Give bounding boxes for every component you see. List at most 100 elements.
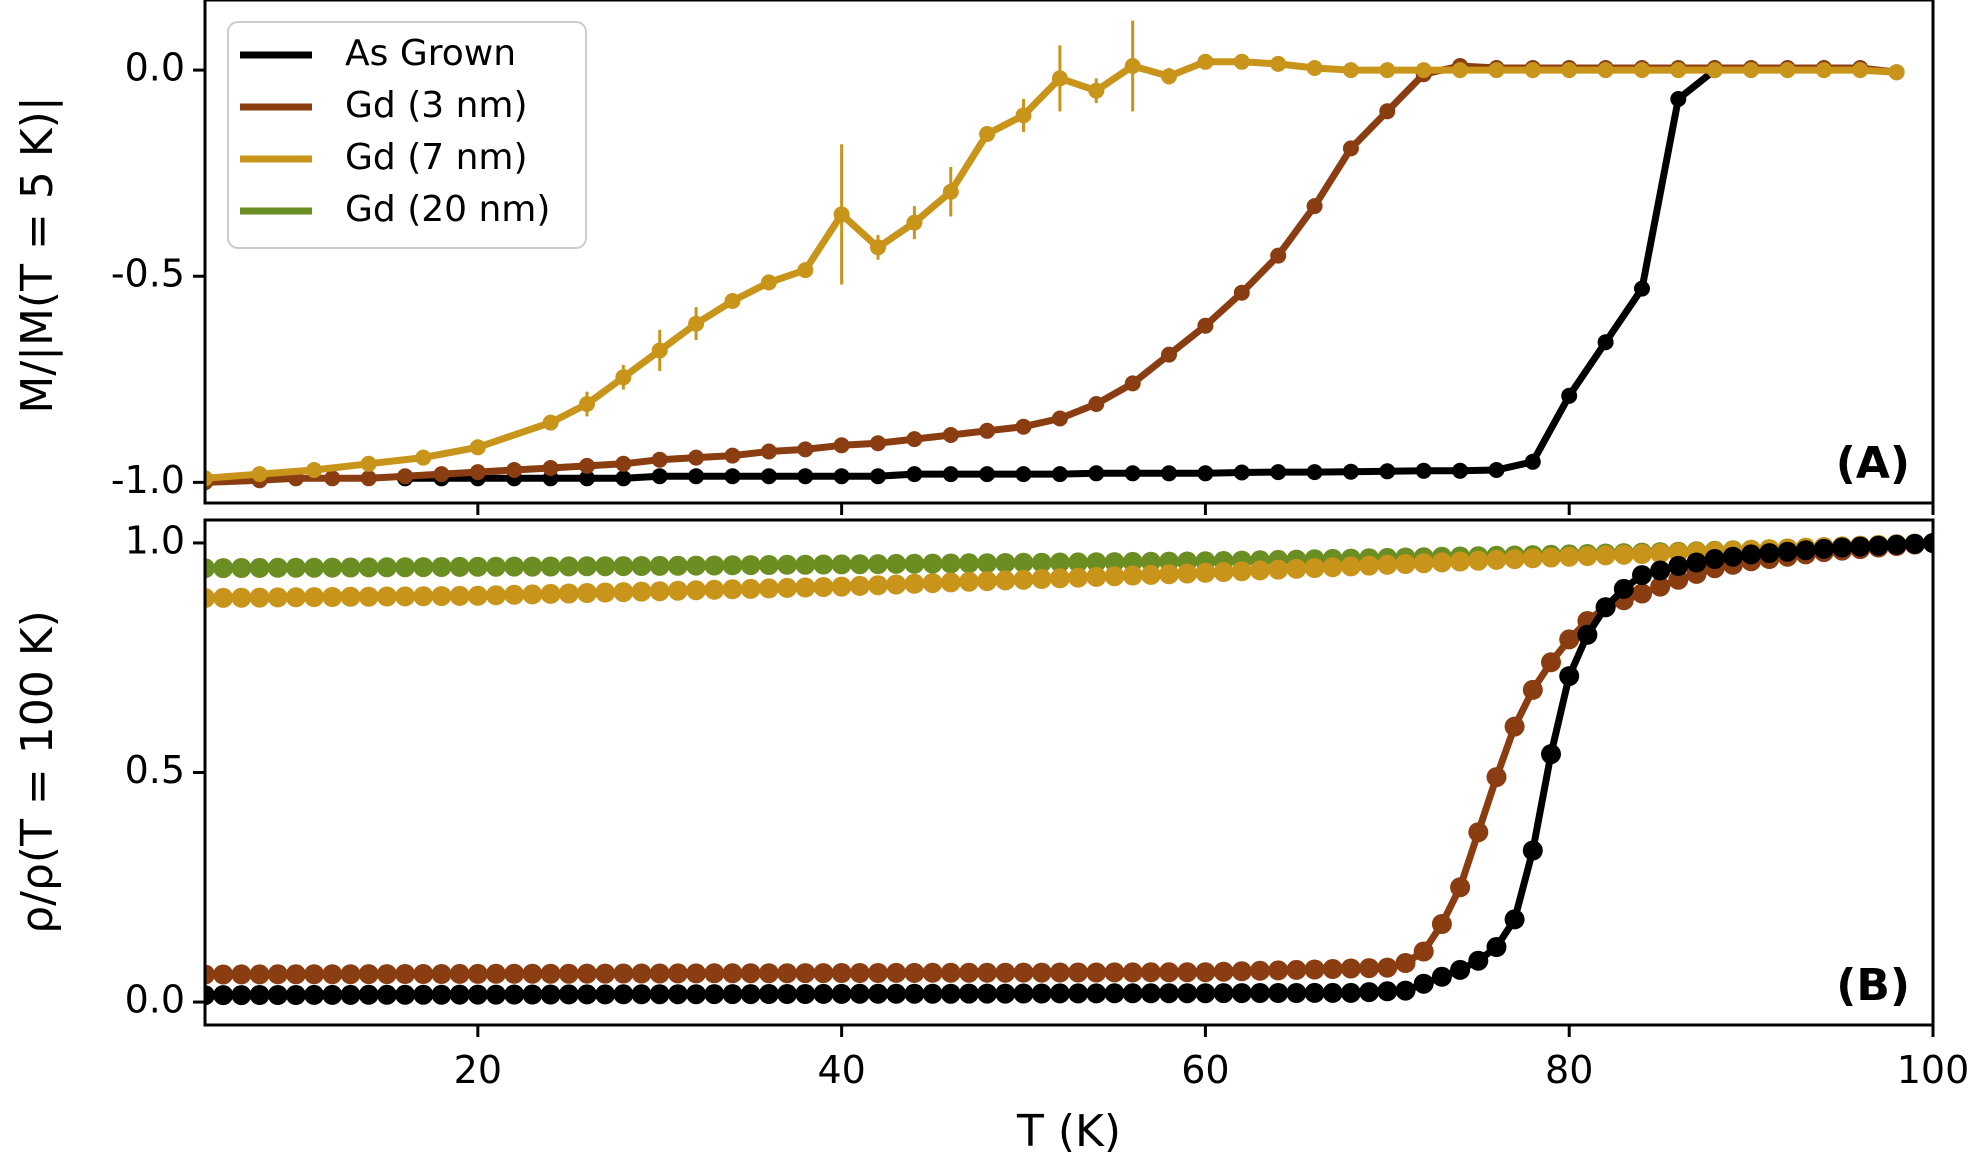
- panel-b-data-point: [1213, 961, 1234, 982]
- panel-b-data-point: [413, 557, 434, 578]
- panel-b-data-point: [813, 554, 834, 575]
- panel-a-data-point: [833, 468, 850, 485]
- panel-a-data-point: [942, 466, 959, 483]
- panel-b-data-point: [595, 963, 616, 984]
- panel-a-data-point: [870, 435, 886, 452]
- panel-b-data-point: [213, 587, 234, 608]
- panel-a-data-point: [251, 466, 268, 483]
- panel-b-data-point: [304, 964, 325, 985]
- panel-a-data-point: [1342, 463, 1359, 480]
- panel-b-data-point: [1632, 583, 1652, 604]
- panel-b-series-as-grown: [205, 533, 1933, 1006]
- panel-b-data-point: [1013, 962, 1034, 983]
- panel-b-data-point: [1359, 555, 1380, 576]
- panel-b-data-point: [1122, 983, 1143, 1004]
- panel-b-data-point: [1104, 962, 1125, 983]
- panel-b-data-point: [1322, 557, 1343, 578]
- panel-b-data-point: [886, 983, 907, 1004]
- panel-b-data-point: [1140, 983, 1161, 1004]
- panel-b-data-point: [1522, 679, 1543, 700]
- panel-b-data-point: [1086, 552, 1107, 573]
- panel-b-data-point: [758, 984, 779, 1004]
- panel-b-data-point: [413, 964, 434, 984]
- panel-b-x-tick-label: 40: [817, 1048, 865, 1092]
- panel-b-data-point: [904, 983, 925, 1004]
- panel-a-data-point: [979, 466, 996, 483]
- panel-a-data-point: [906, 431, 923, 448]
- panel-b-data-point: [577, 963, 597, 984]
- panel-a-data-point: [1051, 70, 1068, 87]
- panel-b-data-point: [1777, 541, 1798, 562]
- panel-b-data-point: [667, 555, 688, 576]
- panel-b-data-point: [1486, 767, 1507, 788]
- panel-a-data-point: [433, 466, 450, 483]
- panel-b-data-point: [613, 963, 634, 984]
- panel-b-data-point: [1541, 744, 1561, 765]
- panel-b-data-point: [431, 586, 452, 607]
- panel-b-data-point: [940, 962, 961, 983]
- panel-a-data-point: [469, 464, 486, 481]
- panel-b-data-point: [1068, 962, 1089, 983]
- panel-a-y-tick-label: -0.5: [111, 252, 185, 296]
- panel-b-data-point: [1340, 556, 1361, 577]
- panel-a-data-point: [306, 462, 323, 478]
- panel-b-data-point: [1140, 564, 1161, 585]
- panel-b-data-point: [686, 984, 707, 1005]
- panel-b-data-point: [1195, 962, 1216, 983]
- panel-b-data-point: [777, 577, 798, 598]
- panel-b-data-point: [558, 583, 579, 604]
- panel-b-data-point: [868, 575, 888, 596]
- panel-a-data-point: [906, 466, 923, 483]
- panel-a-data-point: [1124, 465, 1141, 482]
- panel-a-data-point: [1634, 62, 1650, 79]
- panel-a-data-point: [1597, 334, 1614, 351]
- panel-a-plot-area: [205, 20, 1905, 491]
- panel-b-data-point: [667, 984, 688, 1005]
- panel-a-data-point: [615, 455, 632, 472]
- panel-a-data-point: [651, 451, 668, 468]
- panel-a-y-tick-label: -1.0: [111, 458, 185, 502]
- panel-b-data-point: [795, 554, 816, 575]
- panel-b-data-point: [231, 985, 252, 1006]
- panel-b-data-point: [1450, 877, 1471, 898]
- panel-b-data-point: [1049, 552, 1070, 573]
- panel-b-data-point: [595, 556, 616, 577]
- panel-b-data-point: [813, 963, 834, 984]
- panel-b-data-point: [1850, 536, 1871, 557]
- panel-b-data-point: [868, 554, 888, 575]
- panel-b-data-point: [1504, 549, 1525, 570]
- panel-b-data-point: [1268, 960, 1289, 981]
- panel-b-data-point: [1104, 552, 1125, 573]
- panel-b-data-point: [322, 587, 343, 607]
- panel-a-data-point: [579, 457, 595, 474]
- panel-a-data-point: [1561, 62, 1578, 79]
- panel-b-data-point: [1031, 983, 1052, 1004]
- panel-b-data-point: [1613, 544, 1634, 565]
- panel-b-data-point: [358, 984, 379, 1005]
- panel-a-data-point: [1015, 466, 1032, 483]
- panel-b-data-point: [1177, 983, 1198, 1004]
- panel-b-data-point: [995, 570, 1016, 591]
- panel-b-data-point: [231, 964, 252, 985]
- panel-b-data-point: [595, 582, 616, 603]
- panel-b-data-point: [285, 557, 306, 578]
- panel-b-data-point: [358, 964, 379, 985]
- panel-b-data-point: [1541, 547, 1561, 568]
- panel-a-data-point: [1342, 140, 1359, 157]
- panel-b-data-point: [1250, 960, 1270, 981]
- panel-b-data-point: [540, 963, 561, 984]
- panel-b-data-point: [413, 984, 434, 1005]
- panel-b-data-point: [977, 983, 998, 1004]
- panel-b-data-point: [267, 557, 288, 578]
- panel-b-y-tick-label: 0.0: [125, 978, 185, 1022]
- panel-a-y-axis-label: M/|M(T = 5 K)|: [12, 96, 63, 413]
- legend-label-gd-20-nm: Gd (20 nm): [345, 189, 550, 230]
- panel-b-data-point: [1431, 552, 1452, 573]
- panel-b-data-point: [449, 585, 470, 606]
- panel-b-data-point: [1213, 562, 1234, 582]
- panel-a-data-point: [651, 468, 668, 485]
- panel-b-data-point: [1013, 983, 1034, 1004]
- panel-b-data-point: [213, 985, 234, 1006]
- panel-b-data-point: [486, 984, 506, 1005]
- panel-b-data-point: [1031, 569, 1052, 589]
